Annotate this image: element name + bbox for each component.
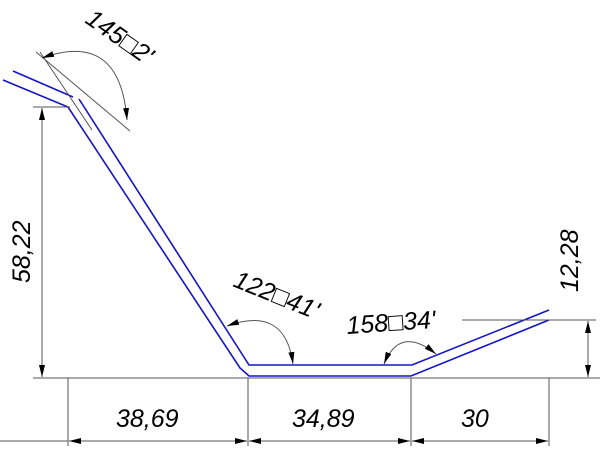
- dimension-label-58-22: 58,22: [8, 220, 36, 283]
- angle-arc-bottom-left: [226, 319, 295, 365]
- angle-arc-top: [41, 50, 130, 121]
- angle-label-top: 145□2': [81, 4, 160, 71]
- angle-label-bottom-right: 158□34': [345, 306, 437, 340]
- dimension-label-30: 30: [461, 405, 489, 433]
- dimension-label-38-69: 38,69: [116, 405, 179, 433]
- angle-arc-bottom-right: [383, 341, 437, 365]
- angle-label-bottom-left: 122□41': [230, 266, 325, 326]
- angle-extension-line: [39, 51, 93, 131]
- profile-inner-line-2: [78, 98, 550, 366]
- dimension-label-12-28: 12,28: [556, 229, 584, 292]
- angle-extension-line: [35, 51, 131, 132]
- dimension-label-34-89: 34,89: [292, 405, 355, 433]
- profile-outer-line: [2, 79, 550, 377]
